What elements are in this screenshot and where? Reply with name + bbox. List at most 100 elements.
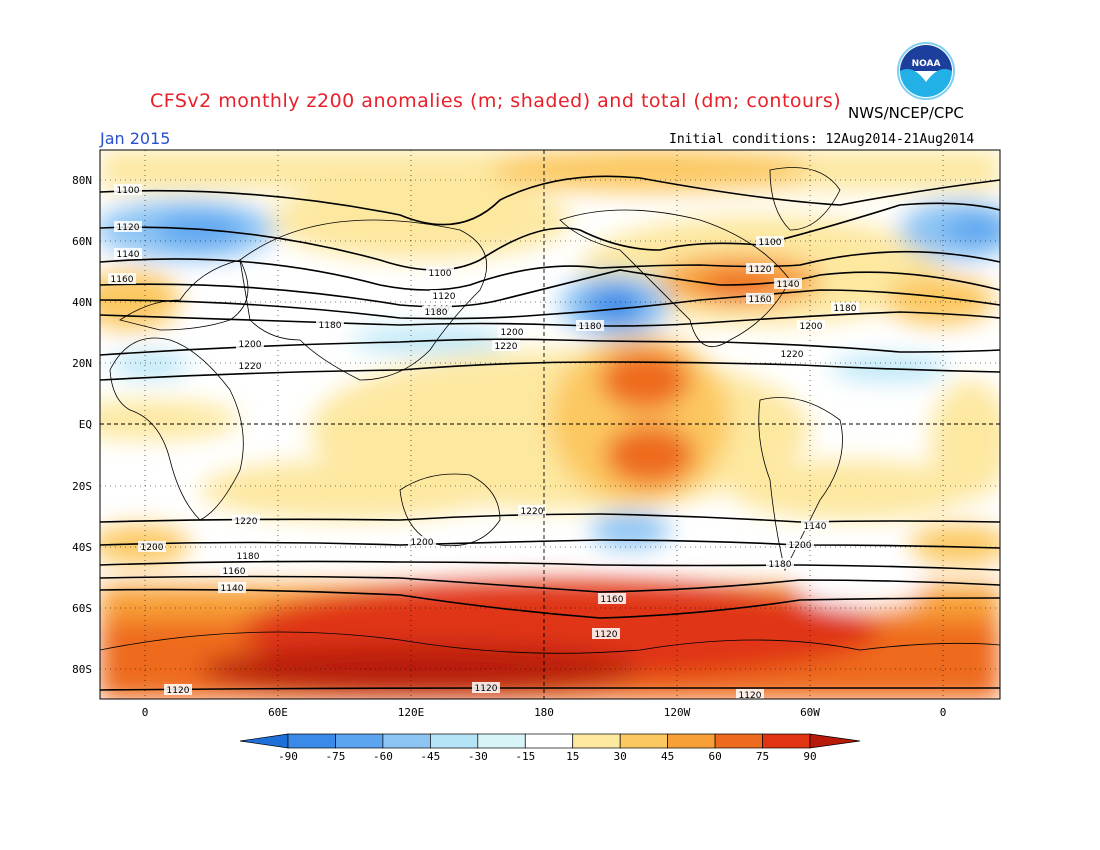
colorbar-tick-label: -30 (468, 750, 488, 763)
contour-label: 1180 (319, 321, 342, 331)
lon-label: 120E (398, 706, 425, 719)
map-grid (100, 150, 1000, 699)
contour-label: 1180 (579, 322, 602, 332)
colorbar-tick-label: -15 (515, 750, 535, 763)
colorbar: -90 -75 -60 -45 -30 -15 15 30 45 60 75 90 (239, 733, 861, 763)
contour-line (99, 289, 1001, 320)
contour-line (99, 539, 1001, 549)
contour-label: 1120 (167, 686, 190, 696)
svg-text:NOAA: NOAA (912, 59, 941, 69)
lon-label: 180 (534, 706, 554, 719)
colorbar-segment (430, 733, 479, 749)
contour-label: 1200 (501, 328, 524, 338)
lon-label: 0 (142, 706, 149, 719)
colorbar-tick-label: -75 (326, 750, 346, 763)
colorbar-segment (762, 733, 811, 749)
colorbar-segment (477, 733, 526, 749)
contour-label: 1220 (235, 517, 258, 527)
contour-line (99, 575, 1001, 593)
contour-line (99, 202, 1001, 271)
lat-label: 40N (72, 296, 92, 309)
lat-label: 20N (72, 357, 92, 370)
colorbar-tick-label: 15 (566, 750, 579, 763)
colorbar-arrow-left (239, 733, 289, 749)
contour-line (99, 269, 1001, 308)
lon-label: 120W (664, 706, 691, 719)
contour-line (99, 560, 1001, 571)
contour-label: 1120 (739, 691, 762, 701)
contour-label: 1140 (804, 522, 827, 532)
lon-label: 0 (940, 706, 947, 719)
contour-label: 1200 (411, 538, 434, 548)
contour-line (99, 588, 1001, 619)
contour-label: 1180 (834, 304, 857, 314)
colorbar-tick-label: -90 (278, 750, 298, 763)
height-contours: 1100 1100 1100 1120 1120 1120 1120 1140 1140 1140… (99, 175, 1001, 701)
contour-label: 1140 (117, 250, 140, 260)
lon-label: 60E (268, 706, 288, 719)
coastlines (100, 167, 1000, 654)
colorbar-segment (619, 733, 668, 749)
lat-label: 60S (72, 602, 92, 615)
contour-label: 1220 (239, 362, 262, 372)
colorbar-tick-label: 45 (661, 750, 674, 763)
contour-label: 1200 (239, 340, 262, 350)
lat-label: EQ (79, 418, 92, 431)
lat-label: 60N (72, 235, 92, 248)
lat-label: 80S (72, 663, 92, 676)
contour-label: 1160 (111, 275, 134, 285)
month-label: Jan 2015 (100, 129, 171, 148)
contour-label: 1160 (749, 295, 772, 305)
lat-label: 20S (72, 480, 92, 493)
colorbar-tick-label: 75 (756, 750, 769, 763)
contour-line (99, 361, 1001, 381)
contour-label: 1120 (433, 292, 456, 302)
colorbar-tick-label: -60 (373, 750, 393, 763)
initial-conditions-label: Initial conditions: 12Aug2014-21Aug2014 (669, 132, 975, 147)
contour-line (99, 338, 1001, 356)
colorbar-segment (572, 733, 621, 749)
colorbar-tick-label: 60 (708, 750, 721, 763)
contour-line (99, 175, 1001, 226)
colorbar-segment (287, 733, 336, 749)
contour-label: 1180 (425, 308, 448, 318)
contour-label: 1160 (601, 595, 624, 605)
contour-label: 1120 (749, 265, 772, 275)
contour-label: 1180 (769, 560, 792, 570)
contour-label: 1220 (495, 342, 518, 352)
contour-label: 1120 (595, 630, 618, 640)
contour-line (99, 250, 1001, 291)
noaa-logo: NOAA (897, 42, 955, 100)
contour-label: 1120 (117, 223, 140, 233)
colorbar-segment (714, 733, 763, 749)
contour-label: 1120 (475, 684, 498, 694)
map-frame (99, 149, 1001, 700)
lat-label: 80N (72, 174, 92, 187)
chart-title: CFSv2 monthly z200 anomalies (m; shaded)… (150, 90, 842, 112)
contour-line (99, 687, 1000, 691)
contour-label: 1140 (777, 280, 800, 290)
colorbar-segment (524, 733, 574, 749)
colorbar-arrow-right (809, 733, 861, 749)
contour-line (99, 513, 1001, 523)
contour-label: 1200 (800, 322, 823, 332)
lon-label: 60W (800, 706, 820, 719)
contour-label: 1100 (759, 238, 782, 248)
contour-label: 1100 (429, 269, 452, 279)
contour-label: 1220 (521, 507, 544, 517)
map-axes: 80N 60N 40N 20N EQ 20S 40S 60S 80S 0 60E 120E 180 120… (72, 174, 946, 719)
colorbar-segment (335, 733, 384, 749)
colorbar-tick-label: 30 (614, 750, 627, 763)
contour-label: 1100 (117, 186, 140, 196)
contour-label: 1200 (789, 541, 812, 551)
agency-label: NWS/NCEP/CPC (848, 104, 964, 122)
contour-label: 1140 (221, 584, 244, 594)
contour-label: 1200 (141, 543, 164, 553)
colorbar-segment (667, 733, 716, 749)
contour-label: 1160 (223, 567, 246, 577)
contour-label: 1220 (781, 350, 804, 360)
lat-label: 40S (72, 541, 92, 554)
colorbar-segment (382, 733, 431, 749)
colorbar-tick-label: 90 (803, 750, 816, 763)
